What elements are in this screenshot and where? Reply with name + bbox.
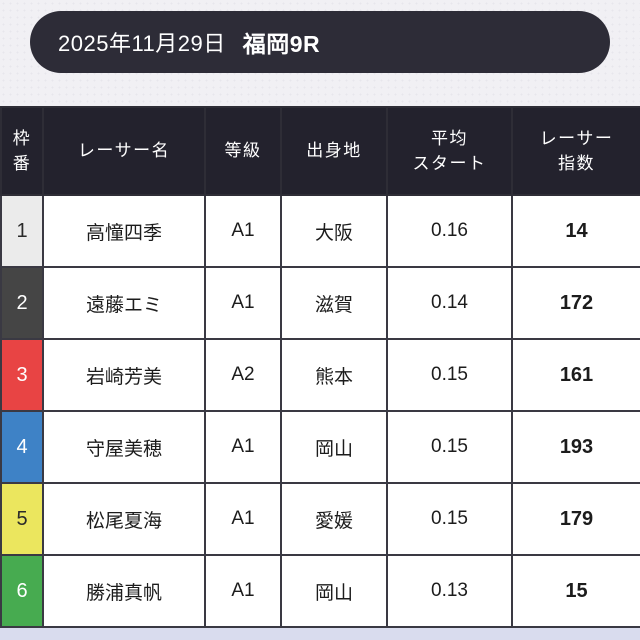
table-row: 3 岩崎芳美 A2 熊本 0.15 161	[0, 338, 640, 412]
grade-cell: A1	[204, 554, 282, 628]
racer-name-cell: 遠藤エミ	[42, 266, 206, 340]
grade-cell: A2	[204, 338, 282, 412]
race-header-pill: 2025年11月29日 福岡9R	[30, 11, 610, 73]
table-row: 2 遠藤エミ A1 滋賀 0.14 172	[0, 266, 640, 340]
table-row: 1 高憧四季 A1 大阪 0.16 14	[0, 194, 640, 268]
column-header-frame: 枠 番	[0, 106, 44, 196]
origin-cell: 愛媛	[280, 482, 388, 556]
footer-strip	[0, 628, 640, 640]
frame-number-cell: 3	[0, 338, 44, 412]
grade-cell: A1	[204, 410, 282, 484]
racer-name-cell: 松尾夏海	[42, 482, 206, 556]
racer-index-cell: 15	[511, 554, 640, 628]
racer-index-cell: 179	[511, 482, 640, 556]
origin-cell: 岡山	[280, 554, 388, 628]
racer-name-cell: 高憧四季	[42, 194, 206, 268]
frame-number-cell: 1	[0, 194, 44, 268]
racer-index-cell: 193	[511, 410, 640, 484]
race-date: 2025年11月29日	[58, 31, 226, 56]
table-row: 4 守屋美穂 A1 岡山 0.15 193	[0, 410, 640, 484]
racer-index-cell: 161	[511, 338, 640, 412]
avg-start-cell: 0.15	[386, 338, 513, 412]
avg-start-cell: 0.13	[386, 554, 513, 628]
racer-name-cell: 守屋美穂	[42, 410, 206, 484]
frame-number-cell: 5	[0, 482, 44, 556]
frame-number-cell: 2	[0, 266, 44, 340]
racers-table: 枠 番 レーサー名 等級 出身地 平均 スタート レーサー 指数 1 高憧四季 …	[0, 106, 640, 628]
column-header-grade: 等級	[204, 106, 282, 196]
column-header-origin: 出身地	[280, 106, 388, 196]
frame-number-cell: 6	[0, 554, 44, 628]
origin-cell: 岡山	[280, 410, 388, 484]
grade-cell: A1	[204, 482, 282, 556]
grade-cell: A1	[204, 266, 282, 340]
racer-index-cell: 172	[511, 266, 640, 340]
race-title: 福岡9R	[242, 31, 321, 57]
racer-name-cell: 勝浦真帆	[42, 554, 206, 628]
avg-start-cell: 0.15	[386, 410, 513, 484]
racer-index-cell: 14	[511, 194, 640, 268]
frame-number-cell: 4	[0, 410, 44, 484]
table-row: 5 松尾夏海 A1 愛媛 0.15 179	[0, 482, 640, 556]
table-header-row: 枠 番 レーサー名 等級 出身地 平均 スタート レーサー 指数	[0, 106, 640, 196]
table-row: 6 勝浦真帆 A1 岡山 0.13 15	[0, 554, 640, 628]
origin-cell: 滋賀	[280, 266, 388, 340]
avg-start-cell: 0.14	[386, 266, 513, 340]
origin-cell: 大阪	[280, 194, 388, 268]
avg-start-cell: 0.16	[386, 194, 513, 268]
origin-cell: 熊本	[280, 338, 388, 412]
column-header-racer-index: レーサー 指数	[511, 106, 640, 196]
racer-name-cell: 岩崎芳美	[42, 338, 206, 412]
table-body: 1 高憧四季 A1 大阪 0.16 14 2 遠藤エミ A1 滋賀 0.14 1…	[0, 194, 640, 628]
column-header-racer-name: レーサー名	[42, 106, 206, 196]
grade-cell: A1	[204, 194, 282, 268]
column-header-avg-start: 平均 スタート	[386, 106, 513, 196]
avg-start-cell: 0.15	[386, 482, 513, 556]
